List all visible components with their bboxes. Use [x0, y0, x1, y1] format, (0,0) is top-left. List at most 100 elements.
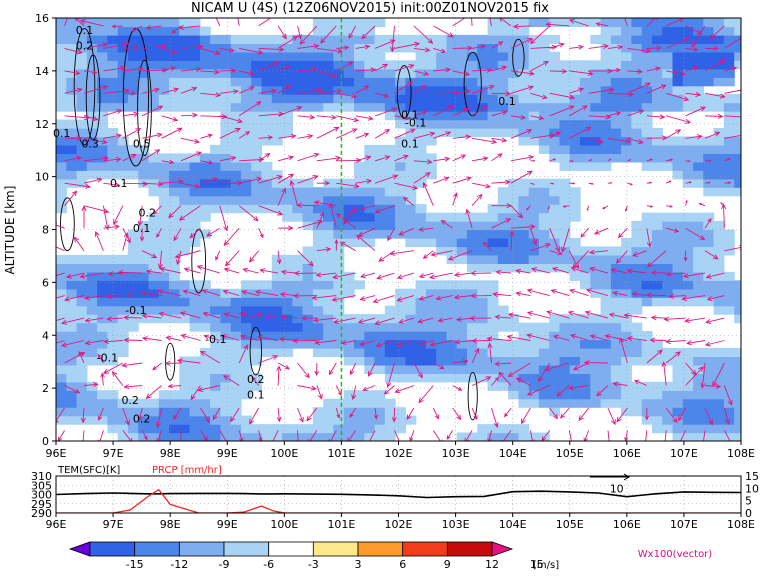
shading-cell — [415, 85, 427, 95]
wind-vector — [80, 430, 86, 441]
shading-cell — [343, 280, 355, 290]
shading-cell — [518, 373, 530, 383]
shading-cell — [456, 238, 468, 248]
shading-cell — [395, 305, 406, 315]
shading-cell — [169, 170, 180, 180]
shading-cell — [446, 221, 458, 231]
shading-cell — [518, 77, 530, 87]
wind-vector — [103, 224, 121, 230]
shading-cell — [66, 170, 78, 180]
shading-cell — [713, 254, 725, 264]
shading-cell — [693, 229, 704, 239]
wind-vector — [183, 267, 201, 274]
shading-cell — [323, 280, 335, 290]
shading-cell — [538, 204, 550, 214]
y-tick-label: 2 — [42, 382, 49, 395]
shading-cell — [446, 322, 458, 332]
shading-cell — [518, 254, 530, 264]
shading-cell — [148, 297, 160, 307]
wind-vector — [705, 45, 719, 51]
wind-vector — [646, 228, 652, 248]
shading-cell — [251, 60, 263, 70]
shading-cell — [76, 280, 88, 290]
shading-cell — [425, 305, 437, 315]
shading-cell — [148, 77, 160, 87]
shading-cell — [158, 398, 170, 408]
shading-cell — [528, 111, 540, 121]
wind-vector — [140, 290, 162, 297]
shading-cell — [66, 390, 78, 400]
wind-vector — [510, 205, 524, 219]
shading-cell — [436, 60, 448, 70]
shading-cell — [261, 111, 273, 121]
shading-cell — [343, 415, 355, 425]
wind-vector — [503, 407, 512, 418]
wind-vector — [681, 295, 706, 302]
shading-cell — [66, 398, 78, 408]
shading-cell — [210, 356, 221, 366]
shading-cell — [549, 246, 561, 256]
shading-cell — [138, 297, 150, 307]
shading-cell — [179, 407, 191, 417]
shading-cell — [580, 144, 591, 154]
shading-cell — [682, 347, 694, 357]
shading-cell — [117, 51, 129, 61]
shading-cell — [497, 254, 509, 264]
shading-cell — [117, 314, 129, 324]
wind-vector — [627, 47, 652, 54]
shading-cell — [436, 339, 448, 349]
shading-cell — [528, 347, 540, 357]
shading-cell — [538, 102, 550, 112]
wind-vector — [413, 25, 434, 44]
colorbar-segment — [134, 541, 180, 557]
wind-vector — [349, 362, 357, 376]
wind-vector — [113, 205, 124, 226]
wind-vector — [141, 313, 162, 319]
wind-vector — [622, 18, 628, 27]
shading-cell — [549, 322, 561, 332]
shading-cell — [693, 85, 704, 95]
wind-vector — [248, 250, 259, 263]
wind-vector — [607, 91, 635, 97]
wind-vector — [359, 272, 376, 279]
shading-cell — [652, 288, 663, 298]
shading-cell — [364, 195, 376, 205]
shading-cell — [723, 18, 735, 28]
legend-precipitation: PRCP [mm/hr] — [152, 465, 222, 476]
x-tick-label: 106E — [613, 447, 641, 460]
shading-cell — [323, 339, 335, 349]
shading-cell — [179, 238, 191, 248]
wind-vector — [56, 295, 65, 299]
shading-cell — [446, 77, 458, 87]
shading-cell — [467, 128, 478, 138]
shading-cell — [158, 271, 170, 281]
wind-vector — [383, 385, 395, 395]
shading-cell — [662, 136, 674, 146]
wind-vector — [666, 115, 692, 124]
shading-cell — [97, 280, 108, 290]
shading-cell — [66, 280, 78, 290]
wind-vector — [661, 361, 667, 386]
shading-cell — [230, 60, 242, 70]
shading-cell — [703, 271, 715, 281]
wind-vector — [258, 18, 272, 27]
shading-cell — [580, 364, 591, 374]
shading-cell — [384, 407, 396, 417]
wind-vector — [297, 43, 320, 49]
shading-cell — [261, 347, 273, 357]
shading-cell — [477, 356, 489, 366]
shading-cell — [621, 153, 632, 163]
shading-cell — [323, 221, 335, 231]
shading-cell — [436, 288, 448, 298]
shading-cell — [220, 43, 232, 53]
wind-vector — [56, 340, 65, 344]
wind-vector — [645, 292, 667, 298]
wind-vector — [560, 407, 570, 419]
shading-cell — [343, 347, 355, 357]
shading-cell — [312, 26, 324, 36]
shading-cell — [415, 347, 427, 357]
shading-cell — [672, 271, 684, 281]
wind-vector — [180, 137, 201, 144]
shading-cell — [199, 390, 211, 400]
shading-cell — [97, 18, 108, 28]
